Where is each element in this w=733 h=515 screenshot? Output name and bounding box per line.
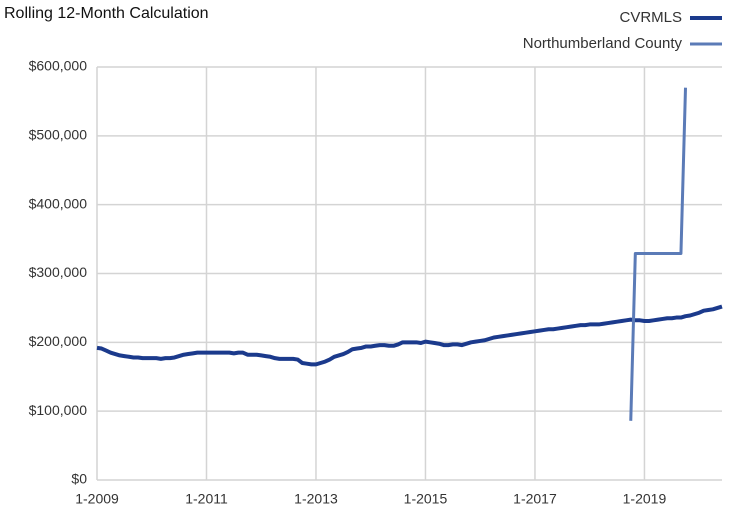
x-tick-label: 1-2017	[513, 491, 557, 507]
x-tick-label: 1-2013	[294, 491, 338, 507]
legend-label: Northumberland County	[523, 35, 683, 52]
y-tick-label: $400,000	[29, 195, 88, 211]
chart-title: Rolling 12-Month Calculation	[4, 5, 209, 22]
line-series	[629, 87, 688, 421]
y-tick-label: $0	[71, 471, 87, 487]
y-tick-label: $500,000	[29, 127, 88, 143]
x-tick-label: 1-2009	[75, 491, 119, 507]
x-tick-label: 1-2019	[623, 491, 667, 507]
y-tick-label: $100,000	[29, 402, 88, 418]
y-tick-label: $600,000	[29, 58, 88, 74]
line-series	[96, 304, 723, 367]
x-tick-label: 1-2011	[185, 491, 228, 507]
x-tick-label: 1-2015	[404, 491, 448, 507]
legend-label: CVRMLS	[619, 9, 682, 26]
y-tick-label: $200,000	[29, 333, 88, 349]
y-tick-label: $300,000	[29, 264, 88, 280]
